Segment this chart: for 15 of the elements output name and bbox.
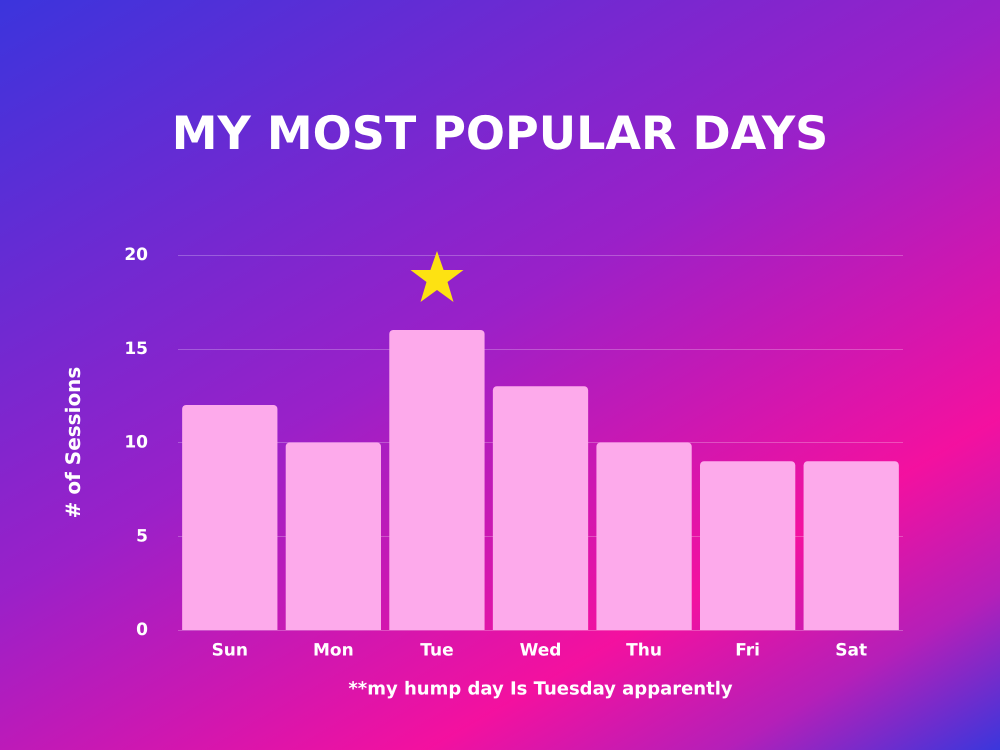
- y-tick-label: 5: [136, 526, 148, 546]
- x-tick-label: Tue: [420, 640, 454, 660]
- x-axis-title: **my hump day Is Tuesday apparently: [348, 678, 733, 700]
- y-tick-label: 0: [136, 620, 148, 640]
- x-tick-label: Sat: [835, 640, 868, 660]
- chart-title: MY MOST POPULAR DAYS: [172, 106, 828, 160]
- x-tick-label: Fri: [735, 640, 760, 660]
- y-axis-title: # of Sessions: [61, 366, 85, 518]
- x-tick-label: Mon: [313, 640, 354, 660]
- x-tick-label: Sun: [212, 640, 248, 660]
- x-tick-label: Wed: [520, 640, 562, 660]
- y-tick-label: 10: [124, 432, 148, 452]
- y-tick-label: 20: [124, 245, 148, 265]
- x-tick-label: Thu: [626, 640, 662, 660]
- y-tick-label: 15: [124, 338, 148, 359]
